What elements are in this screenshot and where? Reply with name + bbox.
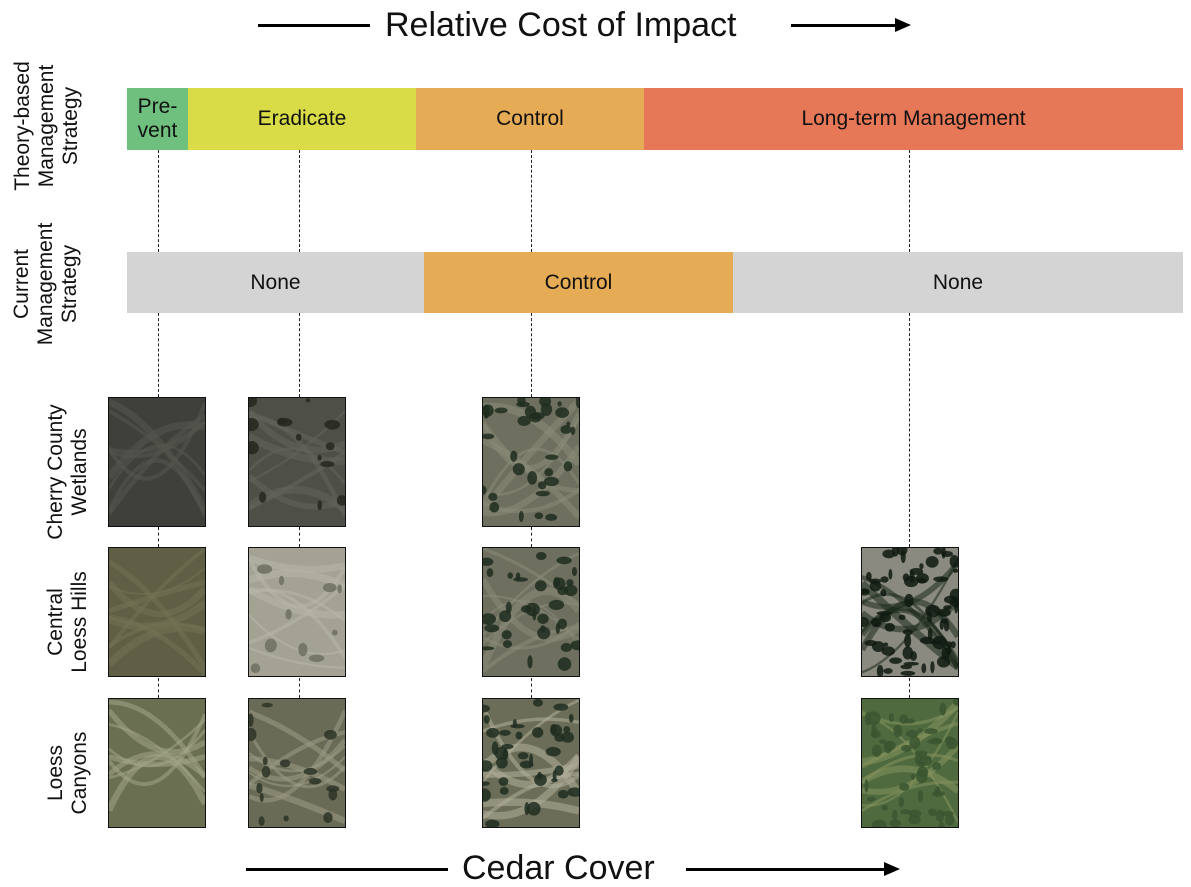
dash-line-prevent-3 (158, 527, 159, 547)
central-prevent-image (108, 547, 206, 677)
theory-longterm-segment: Long-term Management (644, 88, 1183, 150)
cherry-control-image (482, 397, 580, 527)
cherry-control-image-texture (483, 398, 579, 526)
cherry-prevent-image-texture (109, 398, 205, 526)
dash-line-prevent-2 (158, 313, 159, 397)
dash-line-control-4 (531, 678, 532, 698)
prevent-label-line2: vent (137, 119, 178, 142)
canyons-eradicate-image (248, 698, 346, 828)
current-control-segment: Control (424, 252, 733, 313)
theory-control-segment: Control (416, 88, 644, 150)
cedar-axis-title: Cedar Cover (462, 849, 655, 887)
dash-line-control-3 (531, 527, 532, 547)
canyons-control-image-texture (483, 699, 579, 827)
canyons-prevent-image (108, 698, 206, 828)
canyons-eradicate-image-texture (249, 699, 345, 827)
current-strategy-label: Current Management Strategy (10, 222, 81, 346)
current-none-right-label: None (932, 270, 984, 294)
dash-line-eradicate-1 (299, 150, 300, 252)
cherry-prevent-image (108, 397, 206, 527)
dash-line-control-1 (531, 150, 532, 252)
dash-line-longterm-2 (909, 313, 910, 547)
central-loess-label: Central Loess Hills (44, 571, 91, 673)
theory-prevent-segment: Pre-vent (127, 88, 188, 150)
cherry-county-label: Cherry County Wetlands (44, 404, 91, 540)
dash-line-prevent-1 (158, 150, 159, 252)
cedar-arrow-left-line (246, 868, 448, 871)
theory-eradicate-segment: Eradicate (188, 88, 416, 150)
dash-line-longterm-3 (909, 678, 910, 698)
canyons-longterm-image-texture (862, 699, 958, 827)
cedar-arrow-right (686, 862, 900, 876)
central-control-image-texture (483, 548, 579, 676)
prevent-label-line1: Pre- (137, 95, 178, 118)
central-control-image (482, 547, 580, 677)
central-longterm-image-texture (862, 548, 958, 676)
cherry-eradicate-image (248, 397, 346, 527)
dash-line-eradicate-2 (299, 313, 300, 397)
central-eradicate-image (248, 547, 346, 677)
theory-control-label: Control (496, 107, 564, 130)
dash-line-eradicate-4 (299, 678, 300, 698)
central-eradicate-image-texture (249, 548, 345, 676)
eradicate-label: Eradicate (257, 107, 347, 130)
loess-canyons-label: Loess Canyons (44, 731, 91, 815)
dash-line-longterm-1 (909, 150, 910, 252)
cherry-eradicate-image-texture (249, 398, 345, 526)
longterm-label: Long-term Management (801, 107, 1026, 130)
cost-arrow-left-line (258, 24, 370, 27)
dash-line-control-2 (531, 313, 532, 397)
cost-arrow-right (791, 18, 911, 32)
canyons-control-image (482, 698, 580, 828)
current-none-left-label: None (250, 270, 301, 294)
current-none-segment-right: None (733, 252, 1183, 313)
dash-line-eradicate-3 (299, 527, 300, 547)
dash-line-prevent-4 (158, 678, 159, 698)
current-control-label: Control (544, 270, 613, 294)
current-none-segment-left: None (127, 252, 424, 313)
canyons-prevent-image-texture (109, 699, 205, 827)
central-prevent-image-texture (109, 548, 205, 676)
central-longterm-image (861, 547, 959, 677)
theory-strategy-label: Theory-based Management Strategy (11, 61, 82, 191)
canyons-longterm-image (861, 698, 959, 828)
cost-axis-title: Relative Cost of Impact (385, 6, 737, 44)
